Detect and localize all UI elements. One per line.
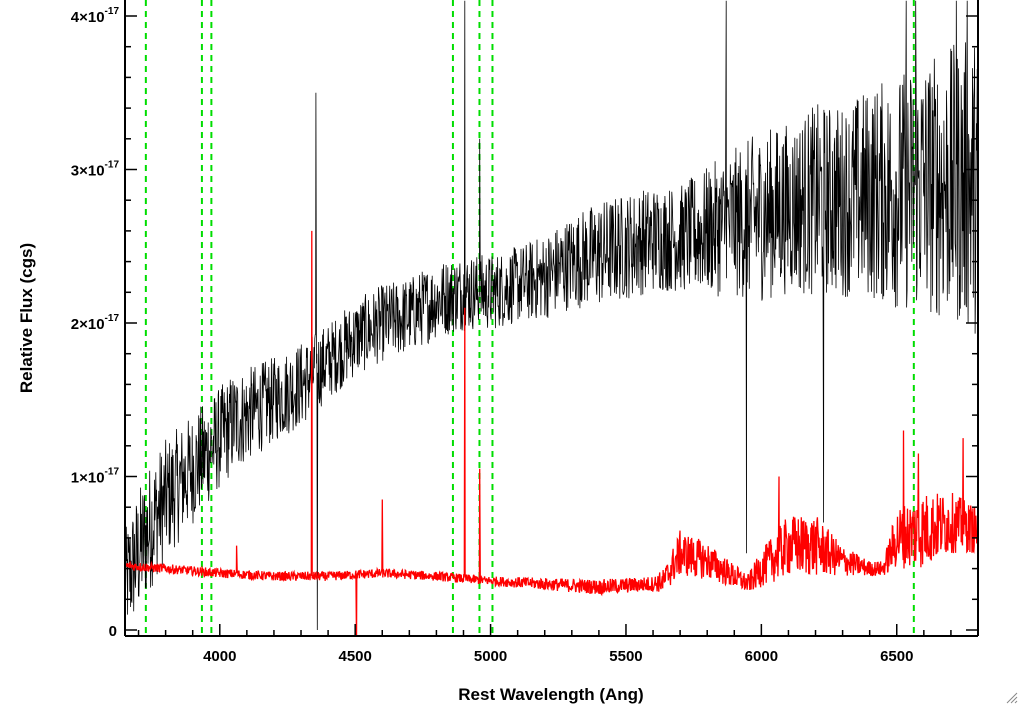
x-tick-label: 6000: [745, 648, 778, 665]
resize-grip-icon[interactable]: [1004, 690, 1018, 704]
x-axis-ticks: 4000 4500 5000 5500 6000 6500: [137, 624, 979, 665]
x-tick-label: 5000: [474, 648, 507, 665]
series-1-line: [125, 230, 978, 636]
x-tick-label: 4000: [203, 648, 236, 665]
x-tick-label: 4500: [338, 648, 371, 665]
x-tick-label: 6500: [880, 648, 913, 665]
y-tick-label: 2×10-17: [71, 313, 120, 333]
y-tick-label: 1×10-17: [71, 467, 120, 487]
y-axis-ticks: 0 1×10-17 2×10-17 3×10-17 4×10-17: [71, 6, 978, 640]
x-axis-label: Rest Wavelength (Ang): [458, 685, 643, 704]
y-tick-label: 3×10-17: [71, 160, 120, 180]
axes: [124, 0, 979, 637]
series-layer: [125, 0, 978, 636]
y-axis-label: Relative Flux (cgs): [17, 243, 36, 393]
y-tick-label: 4×10-17: [71, 6, 120, 26]
series-0-line: [125, 0, 978, 631]
x-tick-label: 5500: [609, 648, 642, 665]
y-tick-label: 0: [109, 623, 117, 640]
